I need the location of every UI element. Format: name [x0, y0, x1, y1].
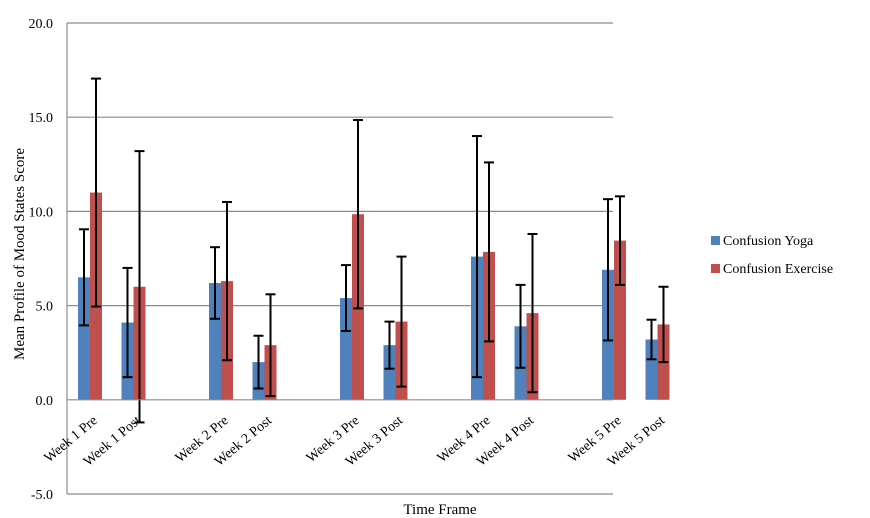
- y-tick-label: 0.0: [36, 394, 54, 409]
- legend-item: Confusion Exercise: [711, 262, 833, 277]
- bar: [383, 345, 396, 400]
- y-tick-label: 5.0: [36, 300, 54, 315]
- legend-label: Confusion Yoga: [723, 234, 814, 249]
- y-axis-title: Mean Profile of Mood States Score: [12, 148, 28, 360]
- y-tick-label: -5.0: [31, 488, 53, 503]
- x-axis-title: Time Frame: [403, 502, 477, 518]
- error-bar: [615, 195, 625, 286]
- error-bar: [122, 266, 133, 379]
- error-bar: [353, 119, 363, 310]
- legend-label: Confusion Exercise: [723, 262, 833, 277]
- axes: [66, 23, 613, 494]
- bar: [78, 277, 90, 400]
- error-bar: [134, 150, 145, 424]
- error-bar: [222, 200, 232, 362]
- error-bar: [210, 246, 220, 320]
- error-bar: [603, 198, 613, 342]
- legend: Confusion Yoga Confusion Exercise: [711, 234, 833, 277]
- gridlines: [67, 22, 613, 495]
- error-bar: [91, 77, 101, 308]
- error-bar: [384, 320, 395, 370]
- error-bars: [79, 77, 669, 424]
- bar: [209, 282, 221, 400]
- error-bar: [658, 285, 669, 364]
- error-bar: [253, 334, 264, 390]
- legend-swatch: [711, 264, 720, 273]
- error-bar: [472, 135, 482, 379]
- error-bar: [341, 264, 351, 333]
- legend-item: Confusion Yoga: [711, 234, 814, 249]
- error-bar: [265, 293, 276, 398]
- error-bar: [484, 161, 494, 343]
- bar: [340, 298, 352, 400]
- y-tick-label: 10.0: [29, 205, 54, 220]
- error-bar: [646, 318, 657, 361]
- error-bar: [515, 283, 526, 369]
- error-bar: [79, 228, 89, 327]
- y-tick-label: 15.0: [29, 111, 54, 126]
- error-bar: [396, 255, 407, 388]
- bar: [614, 240, 626, 400]
- error-bar: [527, 233, 538, 394]
- y-tick-label: 20.0: [29, 17, 54, 32]
- bars: [78, 192, 670, 400]
- bar: [645, 339, 658, 400]
- legend-swatch: [711, 236, 720, 245]
